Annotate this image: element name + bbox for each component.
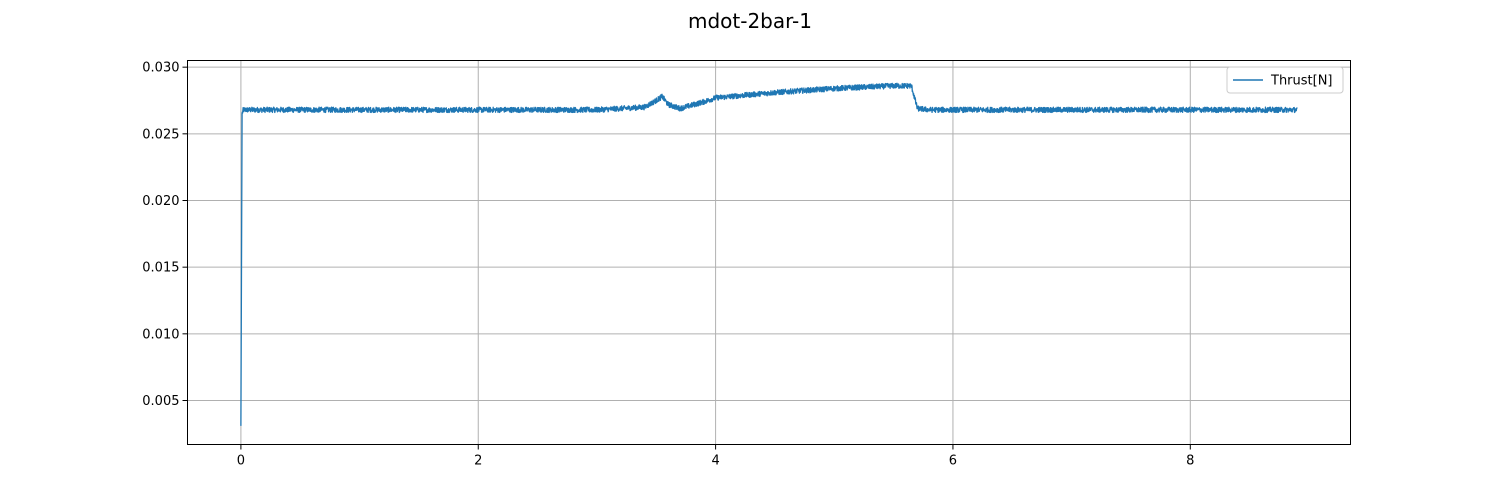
- legend-label-thrust: Thrust[N]: [1270, 74, 1333, 89]
- x-tick-label: 4: [711, 454, 719, 469]
- y-tick-label: 0.015: [142, 261, 179, 276]
- series-line-thrust: [240, 82, 1298, 426]
- chart-title: mdot-2bar-1: [688, 9, 812, 33]
- y-tick-label: 0.020: [142, 194, 179, 209]
- axes-ticks: 0 2 4 6 8 0.005 0.010 0.015 0.020 0.025 0.030: [142, 61, 1194, 469]
- grid: [187, 60, 1351, 445]
- y-tick-label: 0.010: [142, 327, 179, 342]
- y-tick-label: 0.025: [142, 127, 179, 142]
- y-tick-label: 0.030: [142, 61, 179, 76]
- series-layer: [240, 82, 1298, 426]
- x-tick-label: 8: [1186, 454, 1194, 469]
- y-tick-label: 0.005: [142, 394, 179, 409]
- x-tick-label: 6: [949, 454, 957, 469]
- plot-frame: [187, 60, 1351, 445]
- x-tick-label: 0: [237, 454, 245, 469]
- legend-box: [1226, 66, 1344, 94]
- legend: Thrust[N]: [1226, 66, 1344, 94]
- x-tick-label: 2: [474, 454, 482, 469]
